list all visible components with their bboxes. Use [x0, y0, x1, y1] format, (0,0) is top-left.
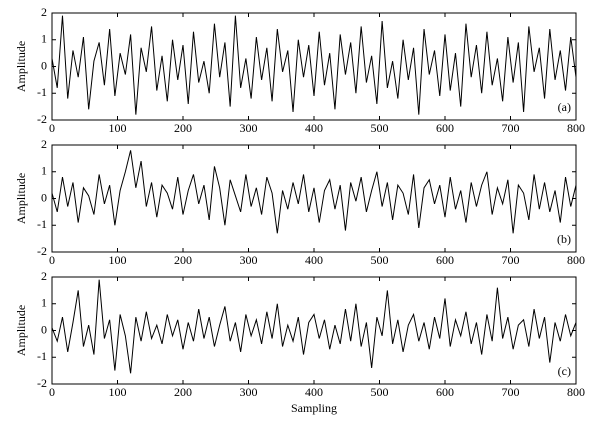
panel-label: (c) [558, 364, 571, 378]
y-axis-label: Amplitude [14, 173, 28, 224]
x-tick-label: 600 [436, 121, 454, 135]
x-tick-label: 200 [174, 253, 192, 267]
x-tick-label: 300 [240, 253, 258, 267]
signal-line [51, 279, 577, 374]
y-tick-label: 0 [41, 190, 47, 204]
x-tick-label: 700 [502, 253, 520, 267]
x-tick-label: 0 [49, 121, 55, 135]
panel-label: (b) [557, 232, 571, 246]
x-tick-label: 600 [436, 385, 454, 399]
x-tick-label: 200 [174, 385, 192, 399]
x-tick-label: 800 [567, 385, 585, 399]
x-tick-label: 800 [567, 253, 585, 267]
x-axis-label: Sampling [291, 401, 337, 415]
y-tick-label: 1 [41, 296, 47, 310]
y-tick-label: 1 [41, 32, 47, 46]
x-tick-label: 0 [49, 253, 55, 267]
y-tick-label: -2 [37, 112, 47, 126]
signal-line [51, 150, 577, 234]
x-tick-label: 500 [371, 121, 389, 135]
y-tick-label: -2 [37, 244, 47, 258]
panel-label: (a) [558, 100, 571, 114]
x-tick-label: 200 [174, 121, 192, 135]
x-tick-label: 0 [49, 385, 55, 399]
x-tick-label: 800 [567, 121, 585, 135]
x-tick-label: 700 [502, 385, 520, 399]
x-tick-label: 400 [305, 385, 323, 399]
y-tick-label: 2 [41, 137, 47, 151]
y-tick-label: -2 [37, 376, 47, 390]
plot-frame [51, 12, 577, 121]
plot-frame [51, 276, 577, 385]
y-tick-label: -1 [37, 349, 47, 363]
x-tick-label: 400 [305, 253, 323, 267]
y-tick-label: -1 [37, 85, 47, 99]
y-tick-label: 1 [41, 164, 47, 178]
x-tick-label: 100 [109, 385, 127, 399]
x-tick-label: 500 [371, 253, 389, 267]
x-tick-label: 400 [305, 121, 323, 135]
y-tick-label: 2 [41, 269, 47, 283]
y-tick-label: -1 [37, 217, 47, 231]
x-tick-label: 100 [109, 121, 127, 135]
y-axis-label: Amplitude [14, 305, 28, 356]
x-tick-label: 300 [240, 121, 258, 135]
x-tick-label: 700 [502, 121, 520, 135]
y-tick-label: 2 [41, 5, 47, 19]
y-tick-label: 0 [41, 322, 47, 336]
x-tick-label: 100 [109, 253, 127, 267]
x-tick-label: 600 [436, 253, 454, 267]
plot-frame [51, 144, 577, 253]
x-tick-label: 300 [240, 385, 258, 399]
y-axis-label: Amplitude [14, 41, 28, 92]
y-tick-label: 0 [41, 58, 47, 72]
x-tick-label: 500 [371, 385, 389, 399]
signal-line [51, 15, 577, 115]
